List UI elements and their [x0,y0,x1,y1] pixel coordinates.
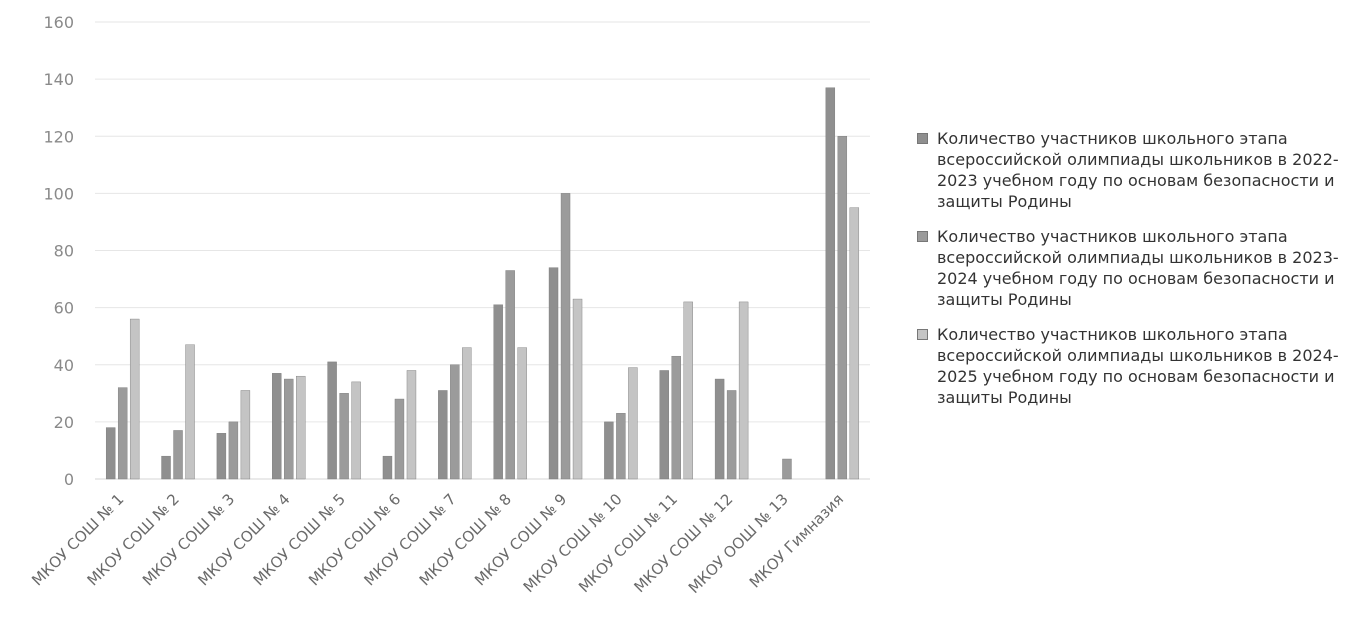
bar-series3-cat6 [406,370,417,480]
bar-series1-cat1 [105,427,116,480]
legend-swatch-2022-2023 [917,133,928,144]
bar-series1-cat4 [272,373,282,480]
x-tick-label: МКОУ СОШ № 11 [575,490,681,596]
bar-series2-cat14 [837,136,848,480]
bar-series3-cat11 [683,301,693,480]
legend-item-2024-2025: Количество участников школьного этапа вс… [917,324,1357,408]
bar-series1-cat14 [825,87,836,480]
bar-series2-cat13 [782,458,792,480]
bar-series1-cat5 [327,361,337,480]
bar-series3-cat3 [240,390,251,480]
bar-series3-cat2 [185,344,195,480]
bar-series3-cat8 [517,347,527,480]
legend: Количество участников школьного этапа вс… [917,128,1357,422]
bar-series1-cat12 [714,378,725,480]
bar-series2-cat8 [505,270,515,480]
y-tick-label: 120 [43,127,74,146]
bar-series2-cat5 [339,393,349,480]
bar-series3-cat7 [462,347,472,480]
bar-series3-cat5 [351,381,361,480]
legend-swatch-2023-2024 [917,231,928,242]
bar-series2-cat6 [394,398,405,480]
bar-series1-cat8 [493,304,503,480]
bar-series2-cat11 [671,355,681,480]
x-tick-label: МКОУ Гимназия [746,490,847,591]
x-tick-label: МКОУ СОШ № 12 [630,490,736,596]
bar-series2-cat10 [616,413,626,480]
legend-label-2024-2025: Количество участников школьного этапа вс… [937,325,1339,407]
x-tick-label: МКОУ СОШ № 1 [28,490,127,589]
y-tick-label: 40 [54,356,74,375]
y-tick-label: 160 [43,13,74,32]
bar-series1-cat11 [659,370,669,480]
bar-series3-cat9 [572,298,583,480]
bar-series1-cat7 [438,390,448,480]
bar-series1-cat6 [382,455,393,480]
bar-series2-cat3 [228,421,239,480]
y-tick-label: 20 [54,413,74,432]
y-axis-tick-labels: 0 20 40 60 80 100 120 140 160 [43,13,74,489]
bar-series3-cat10 [628,367,638,480]
gridlines [95,21,870,423]
bar-series3-cat4 [296,375,306,480]
bar-series2-cat7 [450,364,460,480]
bar-series2-cat4 [284,378,294,480]
legend-label-2023-2024: Количество участников школьного этапа вс… [937,227,1339,309]
bar-series2-cat9 [560,193,571,480]
bar-series1-cat3 [216,433,227,480]
y-tick-label: 60 [54,299,74,318]
legend-swatch-2024-2025 [917,329,928,340]
x-tick-label: МКОУ СОШ № 10 [520,490,626,596]
bar-series3-cat12 [738,301,749,480]
bar-series1-cat9 [548,267,559,480]
bar-series3-cat14 [849,207,860,480]
legend-label-2022-2023: Количество участников школьного этапа вс… [937,129,1339,211]
bar-series2-cat12 [726,390,737,480]
bar-series1-cat10 [604,421,614,480]
y-tick-label: 140 [43,70,74,89]
bars [105,87,860,480]
bar-series1-cat2 [161,455,171,480]
bar-series2-cat1 [117,387,128,480]
y-tick-label: 80 [54,242,74,261]
legend-item-2022-2023: Количество участников школьного этапа вс… [917,128,1357,212]
bar-series2-cat2 [173,430,183,480]
x-tick-label: МКОУ ООШ № 13 [685,490,792,597]
y-tick-label: 0 [64,470,74,489]
legend-item-2023-2024: Количество участников школьного этапа вс… [917,226,1357,310]
bar-series3-cat1 [129,318,140,480]
y-tick-label: 100 [43,184,74,203]
